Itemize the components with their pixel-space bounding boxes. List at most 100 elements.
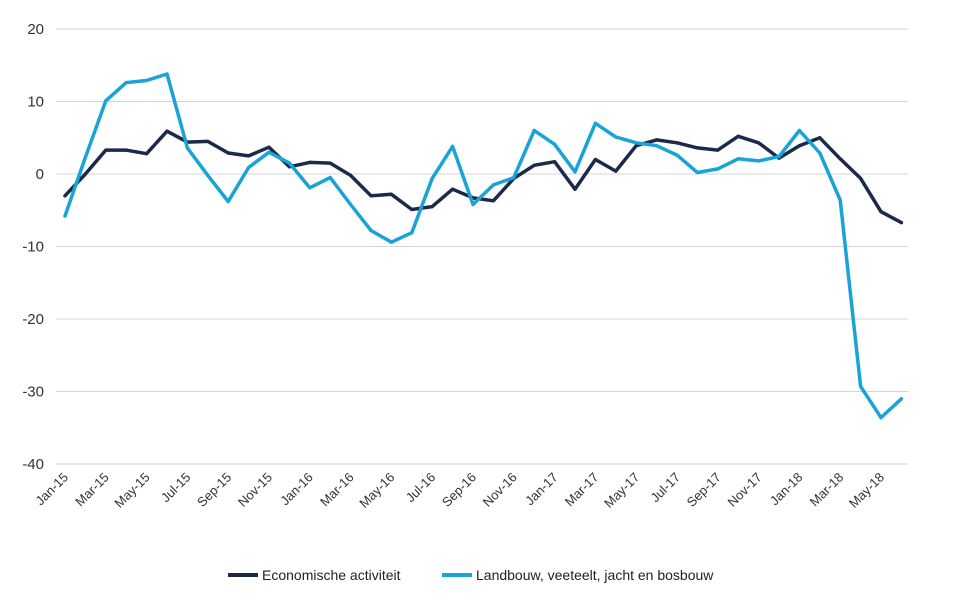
series-lines [63, 72, 904, 420]
x-tick-label: Mar-18 [807, 470, 847, 510]
data-point [247, 165, 251, 170]
data-point [451, 187, 455, 191]
data-point [655, 144, 659, 148]
data-point [63, 214, 67, 218]
data-point [675, 141, 679, 145]
data-point [124, 148, 128, 152]
data-point [593, 121, 598, 125]
data-point [430, 205, 434, 209]
data-point [593, 157, 598, 162]
data-point [491, 199, 495, 203]
data-point [328, 176, 332, 180]
x-tick-label: Jan-16 [277, 470, 316, 509]
data-point [389, 192, 393, 196]
x-axis-ticks: Jan-15 Mar-15 May-15 Jul-15 Sep-15 Nov-15 Jan-… [32, 470, 887, 511]
data-point [328, 161, 332, 165]
data-point [695, 170, 700, 175]
data-point [247, 154, 251, 158]
x-tick-label: Sep-16 [439, 470, 479, 510]
data-point [83, 155, 87, 159]
data-point [797, 144, 802, 148]
data-point [145, 152, 149, 156]
data-point [512, 176, 516, 180]
data-point [430, 176, 434, 180]
data-point [308, 160, 312, 164]
data-point [206, 139, 210, 143]
data-point [859, 384, 863, 388]
data-point [124, 81, 128, 85]
gridlines [56, 28, 908, 465]
x-tick-label: Jan-17 [522, 470, 561, 509]
data-point [614, 169, 618, 173]
x-tick-label: Mar-17 [562, 470, 602, 510]
data-point [349, 202, 353, 207]
data-point [573, 187, 577, 191]
series-line-0 [63, 129, 904, 225]
data-point [879, 210, 883, 214]
data-point [634, 141, 638, 145]
data-point [675, 153, 679, 157]
data-point [83, 172, 87, 176]
data-point [859, 176, 863, 180]
data-point [797, 128, 802, 133]
data-point [308, 186, 312, 190]
data-point [553, 160, 557, 164]
data-point [879, 416, 883, 420]
data-point [267, 145, 271, 149]
data-point [818, 136, 822, 140]
data-point [206, 173, 210, 177]
data-point [145, 78, 149, 83]
data-point [369, 194, 373, 198]
data-point [757, 159, 761, 163]
data-point [410, 231, 414, 235]
data-point [349, 173, 353, 177]
data-point [695, 146, 700, 150]
data-point [899, 397, 904, 401]
legend-label-landbouw: Landbouw, veeteelt, jacht en bosbouw [476, 567, 714, 583]
data-point [226, 151, 230, 155]
data-point [104, 148, 108, 152]
x-tick-label: May-16 [356, 470, 397, 511]
x-tick-label: Mar-16 [317, 470, 357, 510]
x-tick-label: Jul-17 [647, 470, 683, 506]
data-point [491, 183, 495, 187]
x-tick-label: Jan-15 [32, 470, 71, 509]
x-tick-label: Nov-16 [480, 470, 520, 510]
data-point [185, 146, 189, 150]
y-tick-label: -20 [22, 311, 44, 328]
series-line-1 [63, 72, 904, 420]
data-point [716, 167, 720, 171]
y-tick-label: -30 [22, 384, 44, 401]
data-point [226, 199, 230, 204]
y-tick-label: 0 [36, 166, 44, 183]
x-tick-label: Nov-17 [724, 470, 764, 510]
data-point [471, 202, 475, 207]
x-tick-label: Jul-15 [158, 470, 194, 506]
data-point [614, 135, 618, 139]
legend: Economische activiteit Landbouw, veeteel… [228, 567, 714, 583]
x-tick-label: Jul-16 [403, 470, 439, 506]
y-axis-ticks: 20 10 0 -10 -20 -30 -40 [22, 21, 44, 473]
data-point [165, 72, 169, 76]
data-point [532, 163, 536, 167]
data-point [389, 240, 393, 244]
x-tick-label: May-15 [111, 470, 152, 511]
y-tick-label: 20 [27, 21, 44, 38]
y-tick-label: -10 [22, 239, 44, 256]
x-tick-label: May-18 [846, 470, 887, 511]
data-point [532, 128, 536, 133]
data-point [634, 144, 638, 148]
x-tick-label: Nov-15 [235, 470, 275, 510]
data-point [655, 138, 659, 142]
data-point [165, 129, 169, 133]
data-point [818, 151, 822, 155]
x-tick-label: May-17 [601, 470, 642, 511]
x-tick-label: Mar-15 [72, 470, 112, 510]
data-point [899, 221, 904, 225]
data-point [451, 144, 455, 148]
data-point [63, 194, 67, 198]
x-tick-label: Jan-18 [767, 470, 806, 509]
data-point [757, 141, 761, 145]
data-point [553, 142, 557, 146]
